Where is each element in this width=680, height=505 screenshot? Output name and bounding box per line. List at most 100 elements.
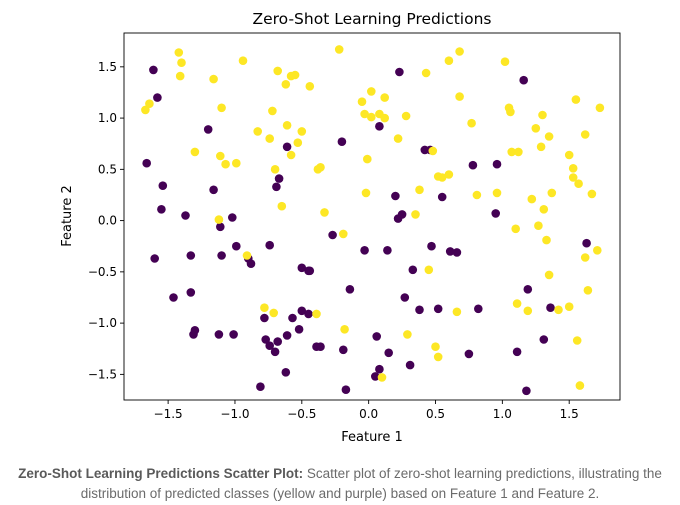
data-point-s0-12: [203, 125, 213, 134]
data-point-s1-34: [340, 325, 349, 334]
data-point-s0-80: [546, 303, 555, 313]
y-tick-label: −1.5: [88, 367, 117, 381]
data-point-s1-10: [221, 159, 230, 169]
data-point-s0-21: [246, 259, 256, 269]
caption-title: Zero-Shot Learning Predictions Scatter P…: [18, 466, 304, 481]
data-point-s1-74: [523, 306, 533, 316]
chart-title: Zero-Shot Learning Predictions: [253, 10, 492, 28]
data-point-s1-87: [564, 150, 574, 160]
data-point-s1-66: [492, 188, 502, 198]
data-point-s0-59: [400, 293, 410, 302]
data-point-s0-42: [316, 342, 325, 352]
data-point-s0-43: [328, 230, 337, 240]
data-point-s1-32: [316, 163, 325, 172]
data-point-s0-73: [492, 159, 502, 169]
data-point-s1-59: [444, 56, 454, 65]
data-point-s0-22: [256, 382, 265, 392]
data-point-s1-84: [547, 188, 557, 198]
data-point-s0-65: [427, 241, 436, 251]
data-point-s0-23: [260, 313, 269, 323]
x-tick-label: 1.5: [560, 407, 579, 421]
y-tick-label: −0.5: [88, 265, 117, 279]
data-point-s1-17: [268, 106, 277, 116]
data-point-s1-51: [415, 185, 424, 195]
data-point-s1-39: [367, 112, 376, 122]
data-point-s1-53: [424, 265, 434, 275]
data-point-s0-29: [272, 182, 281, 192]
data-point-s1-90: [571, 95, 581, 104]
data-point-s0-50: [371, 372, 380, 381]
data-point-s0-7: [181, 211, 190, 220]
data-point-s1-77: [534, 221, 543, 230]
data-point-s1-6: [209, 74, 218, 84]
data-point-s1-24: [286, 150, 296, 160]
plot-frame: [123, 32, 621, 401]
x-tick-label: 1.0: [493, 407, 512, 421]
data-point-s0-53: [383, 246, 392, 255]
data-point-s1-71: [511, 224, 520, 234]
data-point-s1-58: [437, 173, 447, 182]
data-point-s0-14: [214, 330, 224, 339]
data-point-s0-24: [261, 335, 271, 344]
data-point-s0-40: [305, 266, 315, 276]
data-point-s0-10: [190, 326, 200, 335]
data-point-s1-62: [455, 47, 464, 56]
data-point-s0-5: [157, 205, 166, 214]
data-point-s1-91: [572, 336, 582, 345]
data-point-s1-27: [293, 138, 303, 147]
data-point-s1-75: [527, 194, 537, 204]
data-point-s1-15: [260, 303, 269, 313]
data-point-s1-69: [507, 147, 516, 157]
data-point-s1-99: [595, 103, 605, 113]
scatter-points: [141, 45, 605, 396]
data-point-s1-89: [568, 173, 578, 182]
y-tick-label: −1.0: [88, 316, 117, 330]
data-point-s1-9: [217, 103, 226, 113]
data-point-s0-6: [169, 293, 178, 302]
data-point-s0-54: [384, 348, 394, 358]
data-point-s1-93: [574, 179, 583, 188]
data-point-s0-74: [491, 209, 501, 218]
data-point-s0-67: [433, 304, 443, 314]
data-point-s1-23: [282, 121, 292, 130]
data-point-s0-58: [397, 210, 407, 219]
data-point-s1-86: [564, 302, 574, 312]
data-point-s1-7: [214, 215, 224, 224]
data-point-s1-92: [575, 381, 585, 390]
data-point-s0-77: [522, 386, 531, 396]
x-tick-label: 0.0: [359, 407, 378, 421]
data-point-s0-25: [265, 341, 275, 351]
data-point-s1-81: [542, 235, 551, 245]
data-point-s1-29: [305, 82, 315, 91]
data-point-s1-63: [455, 92, 464, 101]
scatter-chart: Zero-Shot Learning Predictions −1.5 −1.0 −…: [60, 10, 621, 445]
data-point-s1-44: [377, 373, 387, 382]
data-point-s0-13: [209, 185, 218, 195]
data-point-s1-56: [433, 352, 443, 362]
data-point-s1-61: [452, 307, 462, 317]
data-point-s1-88: [568, 164, 578, 173]
data-point-s0-1: [149, 65, 158, 75]
data-point-s0-56: [395, 67, 404, 77]
data-point-s0-51: [375, 364, 384, 374]
data-point-s0-3: [150, 254, 159, 263]
data-point-s1-94: [580, 130, 590, 139]
data-point-s0-11: [186, 251, 196, 260]
data-point-s0-71: [468, 160, 478, 170]
data-point-s1-80: [539, 205, 549, 214]
data-point-s1-82: [544, 132, 554, 141]
data-point-s0-27: [270, 347, 280, 357]
data-point-s1-33: [320, 208, 329, 217]
data-point-s0-48: [360, 246, 369, 255]
data-point-s1-21: [277, 201, 287, 211]
data-point-s0-28: [273, 337, 283, 346]
data-point-s0-34: [288, 313, 297, 323]
data-point-s1-38: [360, 109, 369, 119]
data-point-s0-61: [405, 360, 415, 370]
data-point-s1-48: [401, 111, 411, 121]
data-point-s1-18: [269, 308, 279, 318]
x-axis-ticks: −1.5 −1.0 −0.5 0.0 0.5 1.0 1.5: [154, 400, 579, 421]
data-point-s1-49: [403, 330, 412, 339]
data-point-s0-60: [408, 265, 418, 275]
data-point-s0-30: [274, 174, 284, 183]
